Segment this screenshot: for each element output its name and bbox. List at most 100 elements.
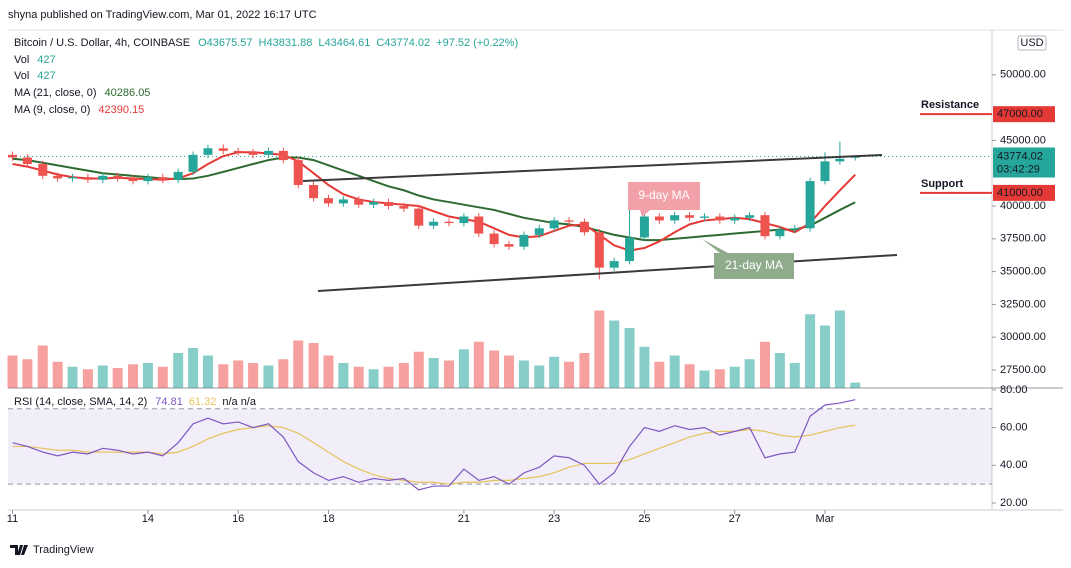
trend-line xyxy=(302,154,883,182)
candle-body xyxy=(68,177,78,179)
quote: L43464.61 xyxy=(318,37,370,49)
candle-body xyxy=(459,216,469,224)
volume-bar xyxy=(504,355,515,388)
candle-body xyxy=(685,215,695,218)
candle-body xyxy=(444,221,454,224)
volume-bar xyxy=(805,314,816,388)
footer: TradingView xyxy=(33,544,94,556)
currency: USD xyxy=(1020,37,1043,49)
candle-body xyxy=(594,232,604,268)
volume-bar xyxy=(82,369,93,388)
y-tick-label: 50000.00 xyxy=(1000,69,1046,81)
y-tick-label: 35000.00 xyxy=(1000,266,1046,278)
candle-body xyxy=(53,175,63,179)
volume-bar xyxy=(518,360,529,388)
level-name: Support xyxy=(921,178,963,190)
candle-body xyxy=(263,150,273,155)
candle-body xyxy=(38,164,48,176)
volume-bar xyxy=(684,364,695,388)
candle-body xyxy=(429,221,439,226)
volume-bar xyxy=(819,325,830,388)
y-tick-label: 32500.00 xyxy=(1000,298,1046,310)
volume-bar xyxy=(202,355,213,388)
candle-body xyxy=(760,215,770,237)
plot: 50000.00 45000.00 40000.00 37500.00 35000.00… xyxy=(7,69,1055,525)
rsi-ma-value: 61.32 xyxy=(189,396,217,408)
annotation-text: 21-day MA xyxy=(725,258,783,272)
candle-body xyxy=(158,177,168,180)
legend-ma9: MA (9, close, 0) 42390.15 xyxy=(14,104,144,116)
quote: +97.52 (+0.22%) xyxy=(436,37,518,49)
volume-bar xyxy=(654,361,665,388)
candle-body xyxy=(625,237,635,262)
y-tick-label: 45000.00 xyxy=(1000,134,1046,146)
x-tick-label: 23 xyxy=(548,513,560,525)
candle-body xyxy=(399,206,409,209)
candle-body xyxy=(489,233,499,245)
candle-body xyxy=(173,171,183,180)
level-name: Resistance xyxy=(921,99,979,111)
y-tick-label: 80.00 xyxy=(1000,384,1028,396)
x-tick-label: Mar xyxy=(816,513,835,525)
footer-logo: TradingView xyxy=(10,544,94,556)
candle-body xyxy=(519,234,529,247)
candle-body xyxy=(384,202,394,207)
candle-body xyxy=(233,150,243,153)
candle-body xyxy=(745,215,755,218)
volume-bar xyxy=(37,345,48,388)
volume-bar xyxy=(624,328,635,388)
x-tick-label: 14 xyxy=(142,513,154,525)
candle-body xyxy=(699,216,709,218)
x-tick-label: 21 xyxy=(458,513,470,525)
volume-bar xyxy=(549,356,560,388)
candle-body xyxy=(128,178,138,182)
volume-bar xyxy=(729,366,740,388)
candle-body xyxy=(22,157,32,165)
volume-bar xyxy=(233,360,244,388)
ma-name: MA (9, close, 0) xyxy=(14,104,90,116)
volume-bar xyxy=(22,359,33,388)
volume-bar xyxy=(353,366,364,388)
y-tick-label: 60.00 xyxy=(1000,422,1028,434)
moving-average xyxy=(12,156,856,242)
volume-bar xyxy=(308,343,319,388)
candle-body xyxy=(309,185,319,199)
candle-body xyxy=(670,215,680,221)
volume-bar xyxy=(7,355,18,388)
volume-bar xyxy=(323,355,334,388)
ma-value: 42390.15 xyxy=(98,104,144,116)
y-tick-label: 27500.00 xyxy=(1000,364,1046,376)
volume-bar xyxy=(428,358,439,388)
candle-body xyxy=(715,216,725,221)
candle-body xyxy=(293,160,303,186)
header: shyna published on TradingView.com, Mar … xyxy=(8,9,317,21)
candle-body xyxy=(98,175,108,180)
volume-bar xyxy=(263,365,274,388)
rsi-band-fill xyxy=(8,408,992,485)
candle-body xyxy=(639,216,649,238)
volume-bar xyxy=(413,351,424,388)
candle-body xyxy=(805,181,815,229)
candle-body xyxy=(730,217,740,221)
volume-bar xyxy=(850,382,861,388)
ma-value: 40286.05 xyxy=(105,87,151,99)
x-tick-label: 16 xyxy=(232,513,244,525)
x-tick-label: 27 xyxy=(729,513,741,525)
volume-bar xyxy=(774,353,785,388)
candle-body xyxy=(549,220,559,229)
y-tick-label: 40000.00 xyxy=(1000,200,1046,212)
quote: H43831.88 xyxy=(259,37,313,49)
candle-body xyxy=(8,154,18,158)
legend-ma21: MA (21, close, 0) 40286.05 xyxy=(14,87,150,99)
annotation-text: 9-day MA xyxy=(638,188,689,202)
trend-line xyxy=(317,254,898,292)
legend-rsi: RSI (14, close, SMA, 14, 2) 74.81 61.32 n/a… xyxy=(14,396,257,408)
volume-bar xyxy=(609,320,620,388)
volume-bar xyxy=(368,369,379,388)
level-price-box xyxy=(993,106,1055,123)
x-tick-label: 25 xyxy=(638,513,650,525)
volume-bar xyxy=(278,359,289,388)
volume-bar xyxy=(744,359,755,388)
candle-body xyxy=(338,199,348,204)
candle-body xyxy=(83,177,93,180)
